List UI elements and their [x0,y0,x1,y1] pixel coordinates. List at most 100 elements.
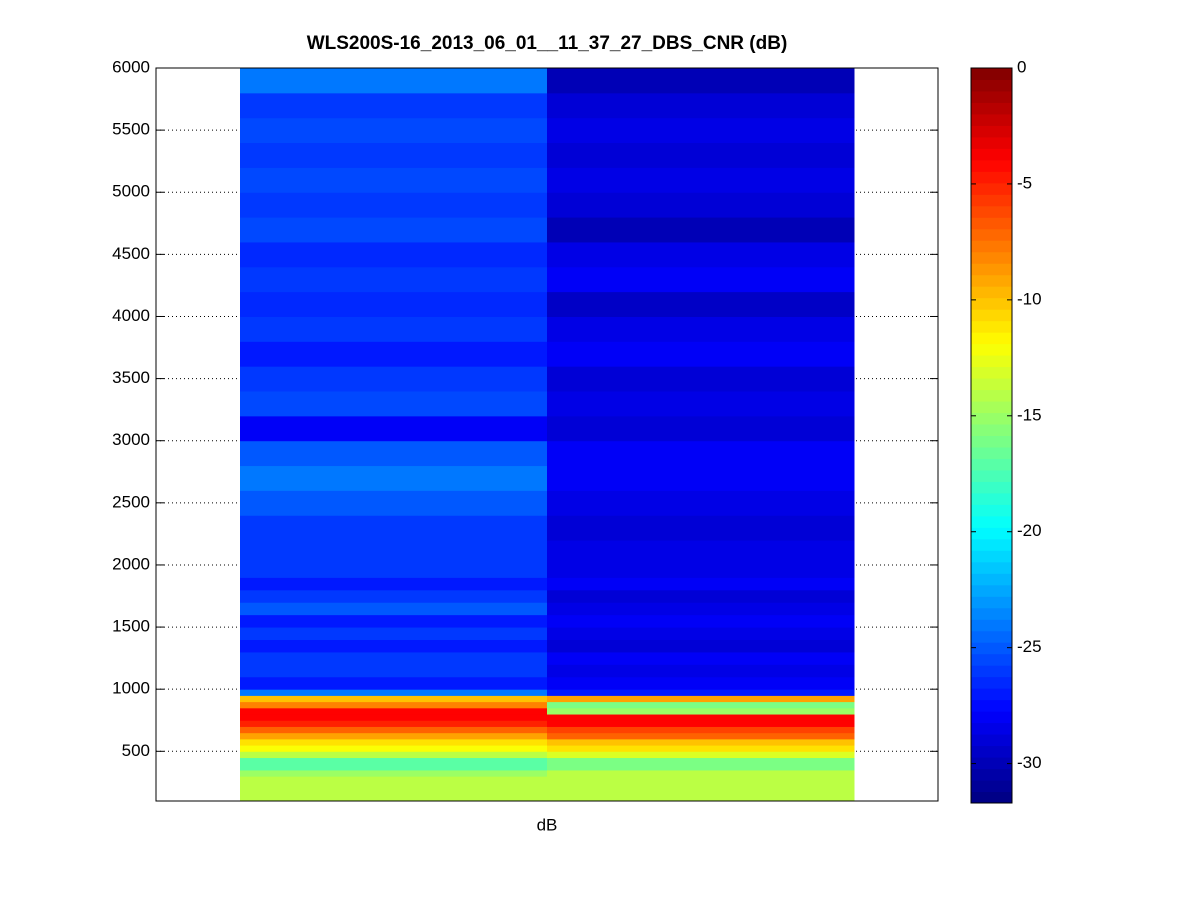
heatmap-cell [547,602,855,616]
colorbar-swatch [971,343,1012,356]
heatmap-cell [240,241,548,268]
colorbar-swatch [971,68,1012,80]
colorbar-swatch [971,527,1012,540]
heatmap-cell [547,415,855,442]
colorbar-tick-label: -5 [1017,173,1032,192]
colorbar-swatch [971,665,1012,678]
y-tick-label: 4500 [112,244,150,263]
heatmap-cell [240,316,548,342]
heatmap-cell [547,589,855,603]
colorbar-swatch [971,745,1012,758]
colorbar-swatch [971,355,1012,368]
colorbar-swatch [971,642,1012,655]
heatmap-cell [547,241,855,268]
heatmap-cell [240,117,548,144]
colorbar-swatch [971,251,1012,264]
colorbar-swatch [971,263,1012,276]
heatmap-cell [240,627,548,640]
colorbar-swatch [971,458,1012,471]
colorbar-swatch [971,504,1012,517]
heatmap-cell [547,540,855,566]
colorbar-swatch [971,217,1012,230]
colorbar-swatch [971,401,1012,414]
colorbar-swatch [971,79,1012,92]
y-tick-label: 500 [122,741,150,760]
colorbar-swatch [971,768,1012,781]
colorbar-swatch [971,102,1012,115]
heatmap-cell [240,757,548,771]
colorbar-swatch [971,148,1012,161]
colorbar-swatch [971,607,1012,620]
colorbar-swatch [971,550,1012,563]
y-tick-label: 1000 [112,679,150,698]
heatmap-cell [240,751,548,759]
colorbar-swatch [971,653,1012,666]
colorbar-swatch [971,676,1012,689]
heatmap-cell [240,602,548,616]
colorbar-swatch [971,389,1012,402]
y-tick-label: 3500 [112,368,150,387]
heatmap-cell [547,689,855,696]
heatmap-cell [240,266,548,293]
colorbar-swatch [971,412,1012,425]
heatmap-cell [547,577,855,591]
heatmap-cell [240,515,548,541]
y-tick-label: 2500 [112,492,150,511]
heatmap-cell [240,714,548,721]
colorbar-swatch [971,699,1012,712]
heatmap-cell [240,465,548,491]
heatmap-cell [547,726,855,734]
y-tick-label: 3000 [112,430,150,449]
heatmap-cell [547,117,855,144]
heatmap-cell [240,738,548,746]
heatmap-cell [240,676,548,690]
colorbar-tick-label: -20 [1017,521,1042,540]
colorbar-swatch [971,757,1012,770]
heatmap-cell [240,366,548,392]
heatmap-cell [547,732,855,740]
heatmap-cell [240,415,548,442]
colorbar-swatch [971,446,1012,459]
heatmap-cell [240,564,548,578]
heatmap-cell [547,490,855,516]
colorbar-swatch [971,481,1012,494]
colorbar-swatch [971,538,1012,551]
heatmap-cell [240,614,548,628]
y-tick-label: 4000 [112,306,150,325]
heatmap-cell [240,726,548,734]
heatmap-cell [547,714,855,721]
colorbar-swatch [971,240,1012,253]
y-tick-label: 5500 [112,120,150,139]
heatmap-cell [547,68,855,94]
heatmap-cell [547,639,855,653]
heatmap-cell [547,776,855,802]
heatmap-cell [547,341,855,367]
heatmap-cell [240,651,548,665]
colorbar-swatch [971,780,1012,793]
heatmap-cell [240,440,548,467]
colorbar-tick-label: -15 [1017,405,1042,424]
heatmap-cell [547,720,855,727]
heatmap-cell [240,769,548,777]
plot-frame [155,67,939,802]
heatmap-cell [240,68,548,94]
colorbar-swatch [971,90,1012,103]
colorbar-swatch [971,286,1012,299]
y-tick-label: 1500 [112,617,150,636]
heatmap-cell [547,627,855,640]
colorbar-tick-label: -10 [1017,289,1042,308]
heatmap-cell [240,192,548,218]
colorbar-tick-label: -25 [1017,637,1042,656]
colorbar-swatch [971,309,1012,322]
colorbar-swatch [971,274,1012,287]
heatmap-cell [240,689,548,696]
colorbar-swatch [971,182,1012,195]
heatmap-cell [547,167,855,193]
heatmap-cell [240,341,548,367]
heatmap-cell [240,577,548,591]
colorbar-frame [970,67,1013,804]
heatmap-cell [547,192,855,218]
colorbar-swatch [971,113,1012,126]
colorbar-swatch [971,378,1012,391]
y-tick-label: 6000 [112,57,150,76]
